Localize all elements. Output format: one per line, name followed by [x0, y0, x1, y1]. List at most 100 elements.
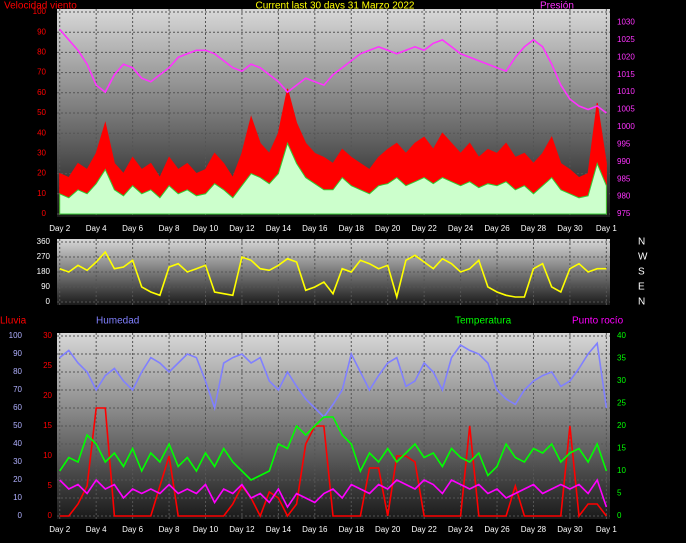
direction-label: W: [638, 252, 648, 263]
y-tick-label: 100: [33, 7, 47, 16]
y-tick-label: 80: [37, 48, 46, 57]
x-tick-label: Day 30: [557, 224, 583, 233]
line: [59, 250, 607, 301]
y3-tick-label: 25: [43, 361, 52, 370]
x-tick-label: Day 28: [521, 525, 547, 534]
x-tick-label: Day 24: [448, 525, 474, 534]
y-tick-label: 10: [13, 493, 22, 502]
y-tick-label: 90: [13, 349, 22, 358]
y-tick-label: 50: [13, 421, 22, 430]
x-tick-label: Day 18: [339, 525, 365, 534]
y2-tick-label: 1020: [617, 52, 635, 61]
y2-tick-label: 10: [617, 466, 626, 475]
x-tick-label: Day 28: [521, 224, 547, 233]
x-tick-label: Day 18: [339, 224, 365, 233]
x-tick-label: Day 10: [193, 224, 219, 233]
y2-tick-label: 985: [617, 174, 631, 183]
x-tick-label: Day 22: [411, 224, 437, 233]
y-tick-label: 40: [37, 128, 46, 137]
y-tick-label: 10: [37, 189, 46, 198]
x-tick-label: Day 2: [49, 224, 70, 233]
y3-tick-label: 20: [43, 391, 52, 400]
direction-label: S: [638, 267, 645, 278]
y2-tick-label: 0: [617, 511, 622, 520]
y2-tick-label: 995: [617, 139, 631, 148]
y2-tick-label: 5: [617, 489, 622, 498]
line: [59, 341, 608, 419]
chart-title: Current last 30 days 31 Marzo 2022: [256, 1, 415, 12]
x-tick-label: Day 1: [596, 224, 617, 233]
x-tick-label: Day 20: [375, 224, 401, 233]
x-tick-label: Day 8: [159, 224, 180, 233]
y2-tick-label: 1030: [617, 18, 635, 27]
y2-tick-label: 40: [617, 331, 626, 340]
line: [59, 407, 608, 519]
y-tick-label: 20: [37, 169, 46, 178]
line: [59, 478, 608, 509]
y-tick-label: 30: [37, 149, 46, 158]
y3-tick-label: 30: [43, 331, 52, 340]
y2-tick-label: 980: [617, 192, 631, 201]
x-tick-label: Day 12: [229, 525, 255, 534]
y2-tick-label: 1015: [617, 70, 635, 79]
x-tick-label: Day 6: [122, 224, 143, 233]
area: [59, 141, 607, 215]
direction-label: E: [638, 282, 645, 293]
line: [59, 28, 607, 114]
y3-tick-label: 0: [48, 511, 53, 520]
y-tick-label: 180: [37, 267, 51, 276]
y-tick-label: 90: [41, 282, 50, 291]
y-tick-label: 50: [37, 108, 46, 117]
x-tick-label: Day 16: [302, 224, 328, 233]
direction-label: N: [638, 237, 645, 248]
x-tick-label: Day 10: [193, 525, 219, 534]
line: [59, 416, 608, 481]
y-tick-label: 100: [9, 331, 23, 340]
y2-tick-label: 1005: [617, 105, 635, 114]
y-tick-label: 0: [46, 297, 51, 306]
x-tick-label: Day 30: [557, 525, 583, 534]
series-label: Presión: [540, 1, 574, 12]
y-tick-label: 30: [13, 457, 22, 466]
x-tick-label: Day 2: [49, 525, 70, 534]
y2-tick-label: 30: [617, 376, 626, 385]
y3-tick-label: 15: [43, 421, 52, 430]
y-tick-label: 60: [37, 88, 46, 97]
y-tick-label: 90: [37, 27, 46, 36]
y-label: Velocidad viento: [4, 1, 77, 12]
y2-tick-label: 1010: [617, 87, 635, 96]
y2-tick-label: 1025: [617, 35, 635, 44]
x-tick-label: Day 14: [266, 525, 292, 534]
y-tick-label: 360: [37, 237, 51, 246]
x-tick-label: Day 16: [302, 525, 328, 534]
y2-tick-label: 35: [617, 354, 626, 363]
x-tick-label: Day 4: [86, 525, 107, 534]
y-tick-label: 70: [13, 385, 22, 394]
x-tick-label: Day 20: [375, 525, 401, 534]
series-label: Temperatura: [455, 316, 512, 327]
y-tick-label: 0: [42, 209, 47, 218]
y2-tick-label: 1000: [617, 122, 635, 131]
x-tick-label: Day 24: [448, 224, 474, 233]
y-tick-label: 80: [13, 367, 22, 376]
y3-tick-label: 10: [43, 451, 52, 460]
x-tick-label: Day 8: [159, 525, 180, 534]
y2-tick-label: 20: [617, 421, 626, 430]
y-tick-label: 20: [13, 475, 22, 484]
x-tick-label: Day 12: [229, 224, 255, 233]
series-label: Lluvia: [0, 316, 27, 327]
y3-tick-label: 5: [48, 481, 53, 490]
x-tick-label: Day 26: [484, 224, 510, 233]
y2-tick-label: 25: [617, 399, 626, 408]
y-tick-label: 270: [37, 252, 51, 261]
direction-label: N: [638, 297, 645, 308]
y2-tick-label: 990: [617, 157, 631, 166]
y-tick-label: 60: [13, 403, 22, 412]
series-label: Punto rocío: [572, 316, 624, 327]
y-tick-label: 70: [37, 68, 46, 77]
x-tick-label: Day 4: [86, 224, 107, 233]
x-tick-label: Day 14: [266, 224, 292, 233]
x-tick-label: Day 22: [411, 525, 437, 534]
